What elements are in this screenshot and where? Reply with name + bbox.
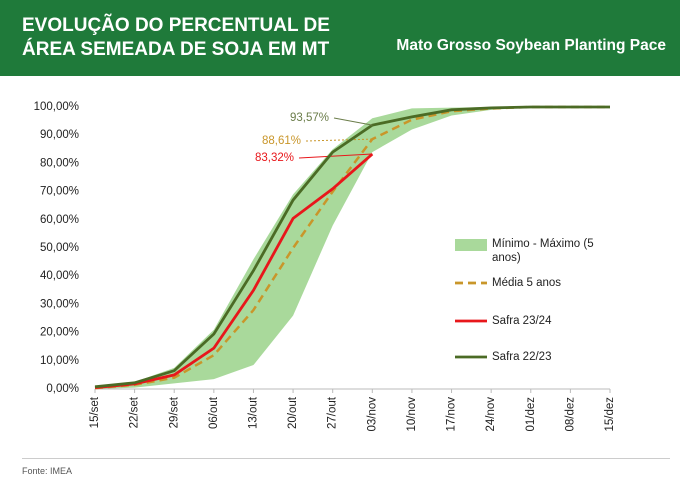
y-tick-label: 100,00% [34,101,79,113]
title: EVOLUÇÃO DO PERCENTUAL DE ÁREA SEMEADA D… [22,15,330,60]
x-tick-label: 03/nov [366,397,378,432]
y-tick-label: 10,00% [40,355,79,367]
value-label: 88,61% [262,135,301,147]
rule [22,458,670,459]
x-tick-label: 10/nov [406,397,418,432]
chart: 0,00% 10,00% 20,00% 30,00% 40,00% 50,00% 60,00… [34,101,616,432]
x-tick-label: 27/out [327,396,339,429]
y-tick-label: 0,00% [46,383,79,395]
y-tick-label: 20,00% [40,327,79,339]
annotation-leader [333,117,373,126]
legend-label: Safra 22/23 [492,351,551,363]
source: Fonte: IMEA [22,466,73,476]
header: EVOLUÇÃO DO PERCENTUAL DE ÁREA SEMEADA D… [0,0,680,76]
value-label: 83,32% [255,152,294,164]
x-tick-label: 22/set [129,396,141,428]
y-tick-label: 50,00% [40,242,79,254]
y-tick-label: 80,00% [40,157,79,169]
x-tick-label: 15/set [89,396,101,428]
y-tick-label: 70,00% [40,186,79,198]
x-tick-label: 29/set [168,396,180,428]
y-tick-label: 30,00% [40,298,79,310]
y-tick-label: 60,00% [40,214,79,226]
series-line [94,152,374,389]
subtitle: Mato Grosso Soybean Planting Pace [396,37,666,54]
legend-label: Safra 23/24 [492,315,552,327]
annotation-leader [305,138,373,142]
x-tick-label: 06/out [208,396,220,429]
legend-label: Mínimo - Máximo (5 anos) [492,238,594,264]
annotation-leader [298,153,373,159]
x-tick-label: 20/out [287,396,299,429]
x-tick-label: 13/out [247,396,259,429]
legend-swatch [455,239,487,251]
x-tick-label: 15/dez [604,397,616,432]
x-tick-label: 17/nov [446,397,458,432]
x-tick-label: 01/dez [525,397,537,432]
y-tick-label: 40,00% [40,270,79,282]
legend-label: Média 5 anos [492,277,561,289]
legend-item: Mínimo - Máximo (5 anos) [492,238,594,264]
series-line [94,105,610,389]
y-tick-label: 90,00% [40,129,79,141]
value-label: 93,57% [290,112,329,124]
x-tick-label: 08/dez [564,397,576,432]
x-tick-label: 24/nov [485,397,497,432]
